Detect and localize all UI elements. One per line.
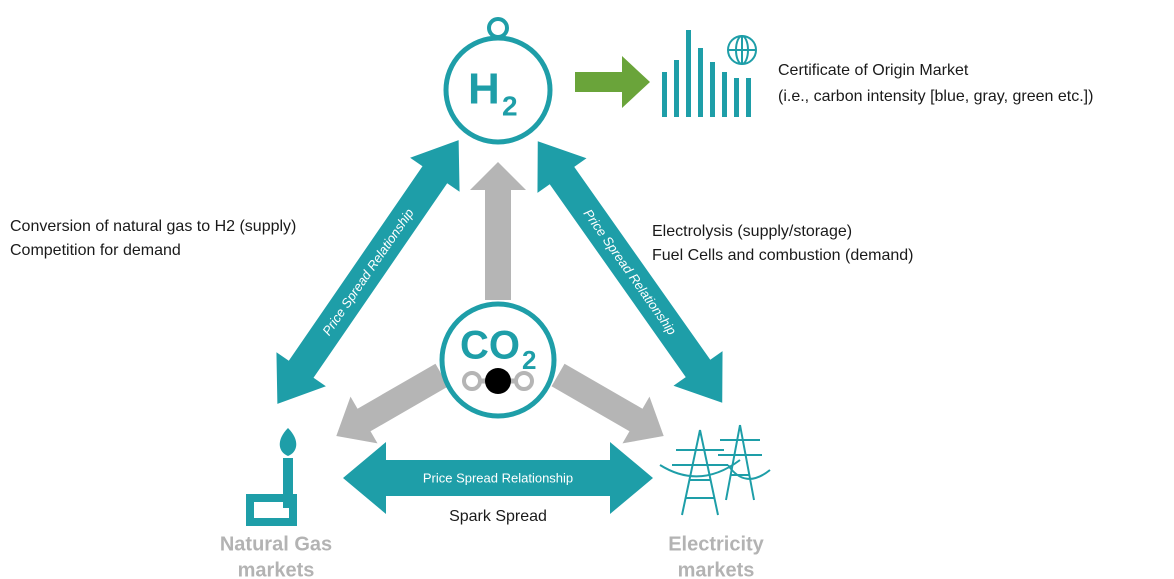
gas-icon xyxy=(246,428,297,526)
left-note2: Competition for demand xyxy=(10,242,181,259)
electricity-label2: markets xyxy=(678,559,755,579)
h2-circle xyxy=(443,35,553,145)
bottom-arrow: Price Spread Relationship xyxy=(343,442,653,514)
left-arrow-label: Price Spread Relationship xyxy=(319,206,416,338)
left-note1: Conversion of natural gas to H2 (supply) xyxy=(10,218,296,235)
bottom-arrow-label: Price Spread Relationship xyxy=(423,470,573,485)
gray-arrow-left xyxy=(336,363,449,444)
h2-subscript: 2 xyxy=(502,90,518,121)
gas-label2: markets xyxy=(238,559,315,579)
molecule-icon xyxy=(462,368,534,394)
globe-icon xyxy=(727,35,757,65)
h2-ring xyxy=(487,17,509,39)
co2-subscript: 2 xyxy=(522,345,536,375)
certificate-line1: Certificate of Origin Market xyxy=(778,62,969,79)
gray-arrow-right xyxy=(551,363,664,444)
green-arrow xyxy=(575,56,650,108)
right-note2: Fuel Cells and combustion (demand) xyxy=(652,247,913,264)
electricity-icon xyxy=(659,424,771,516)
h2-symbol: H xyxy=(468,65,500,114)
gas-label1: Natural Gas xyxy=(220,533,332,555)
gray-arrow-up xyxy=(470,162,526,300)
certificate-line2: (i.e., carbon intensity [blue, gray, gre… xyxy=(778,88,1093,105)
bars-icon xyxy=(662,30,751,117)
co2-symbol: CO xyxy=(460,324,520,368)
spark-spread: Spark Spread xyxy=(449,508,547,525)
right-note1: Electrolysis (supply/storage) xyxy=(652,223,852,240)
electricity-label1: Electricity xyxy=(668,533,764,555)
